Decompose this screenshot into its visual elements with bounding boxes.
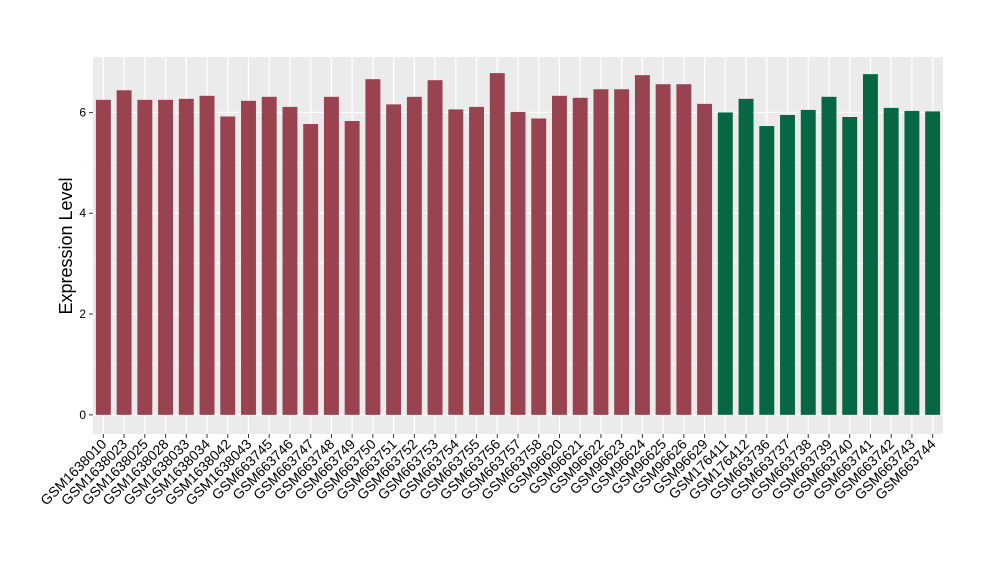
bars	[95, 73, 941, 415]
bar-GSM1638028	[158, 99, 174, 415]
bar-GSM663756	[489, 73, 505, 415]
bar-GSM663749	[344, 121, 360, 415]
bar-GSM663748	[323, 96, 339, 415]
bar-GSM663753	[427, 80, 443, 415]
bar-GSM663747	[303, 124, 319, 415]
bar-GSM663750	[365, 79, 381, 415]
bar-GSM663743	[904, 110, 920, 415]
bar-GSM663754	[448, 109, 464, 415]
bar-GSM176412	[738, 98, 754, 415]
bar-GSM1638023	[116, 90, 132, 415]
bar-GSM1638010	[95, 99, 111, 415]
bar-GSM663745	[261, 96, 277, 415]
bar-GSM663746	[282, 106, 298, 415]
bar-GSM663738	[800, 109, 816, 415]
bar-GSM663742	[883, 107, 899, 415]
bar-GSM96624	[634, 75, 650, 415]
bar-GSM96629	[697, 103, 713, 415]
bar-GSM96623	[614, 89, 630, 415]
bar-GSM663736	[759, 126, 775, 415]
bar-GSM1638042	[220, 116, 236, 415]
y-tick-label: 0	[79, 408, 86, 422]
bar-GSM663751	[386, 104, 402, 415]
x-axis: GSM1638010GSM1638023GSM1638025GSM1638028…	[37, 434, 939, 508]
bar-GSM663744	[925, 111, 941, 415]
bar-GSM96622	[593, 89, 609, 415]
bar-GSM1638034	[199, 95, 215, 415]
bar-GSM1638043	[241, 100, 256, 415]
bar-GSM663739	[821, 96, 837, 415]
bar-GSM663740	[842, 116, 858, 415]
bar-GSM96626	[676, 84, 692, 415]
bar-GSM96621	[572, 97, 588, 415]
y-tick-label: 2	[79, 307, 86, 321]
y-tick-label: 4	[79, 206, 86, 220]
bar-GSM663755	[469, 106, 484, 415]
bar-GSM1638025	[137, 99, 153, 415]
y-tick-label: 6	[79, 105, 86, 119]
bar-GSM663752	[406, 96, 422, 415]
bar-GSM663757	[510, 111, 526, 415]
y-axis: 0 2 4 6	[79, 105, 93, 422]
bar-GSM663758	[531, 118, 547, 415]
bar-GSM96620	[552, 95, 567, 415]
bar-GSM176411	[717, 112, 733, 415]
bar-GSM1638033	[178, 98, 194, 415]
y-axis-title: Expression Level	[56, 177, 76, 314]
bar-GSM96625	[655, 84, 671, 415]
bar-GSM663741	[862, 74, 878, 415]
bar-GSM663737	[780, 114, 795, 415]
